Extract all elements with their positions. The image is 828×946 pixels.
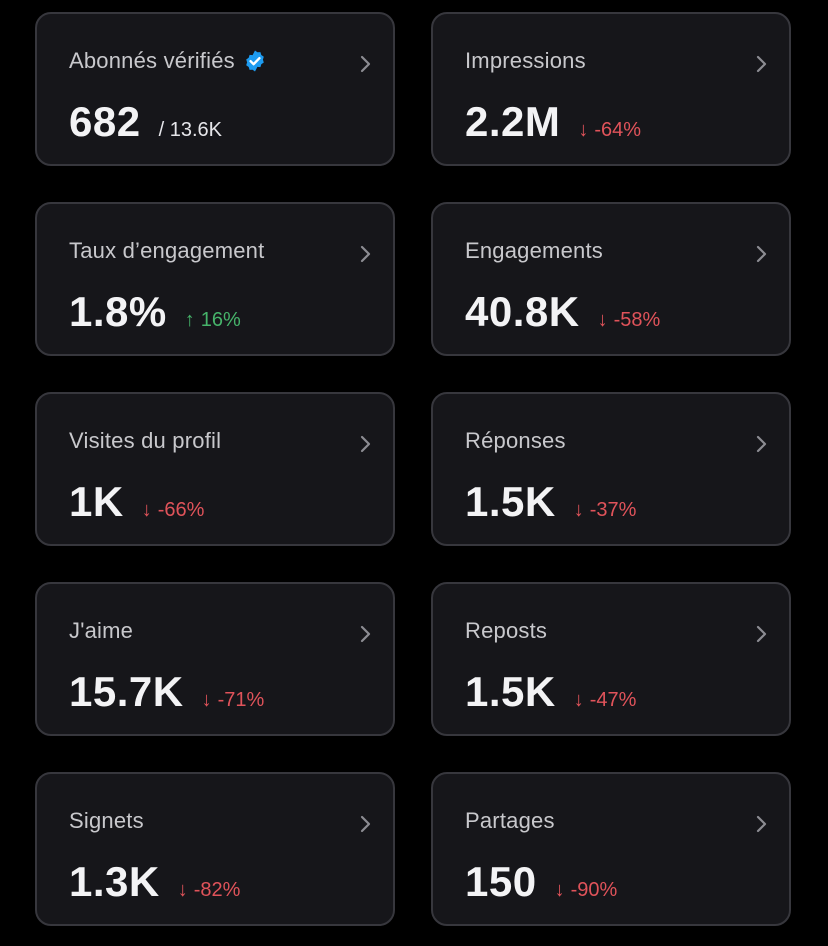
card-label: Réponses [465, 428, 566, 453]
card-label-row: Impressions [465, 48, 586, 74]
card-label-row: Réponses [465, 428, 566, 454]
card-value-row: 1.5K ↓ -37% [465, 478, 636, 526]
card-delta-value: -64% [594, 119, 642, 141]
card-value-row: 15.7K ↓ -71% [69, 668, 264, 716]
card-label: Visites du profil [69, 428, 222, 453]
card-value: 682 [69, 98, 141, 145]
card-value-row: 1.3K ↓ -82% [69, 858, 240, 906]
chevron-right-icon[interactable] [755, 624, 769, 644]
card-label-row: Signets [69, 808, 144, 834]
card-value-row: 682 / 13.6K [69, 98, 222, 146]
card-label: J'aime [69, 618, 134, 643]
chevron-right-icon[interactable] [359, 624, 373, 644]
card-delta: ↓ -37% [574, 499, 637, 522]
card-label: Abonnés vérifiés [69, 48, 235, 73]
card-label: Impressions [465, 48, 586, 73]
card-value: 1.5K [465, 668, 556, 715]
card-impressions[interactable]: Impressions 2.2M ↓ -64% [431, 12, 791, 166]
arrow-down-icon: ↓ [554, 879, 565, 901]
card-label-row: Abonnés vérifiés [69, 48, 267, 74]
arrow-down-icon: ↓ [177, 879, 188, 901]
chevron-right-icon[interactable] [359, 244, 373, 264]
card-label: Signets [69, 808, 144, 833]
card-delta-value: -82% [193, 879, 241, 901]
chevron-right-icon[interactable] [755, 814, 769, 834]
card-value: 1.5K [465, 478, 556, 525]
card-label-row: Taux d’engagement [69, 238, 264, 264]
card-delta: ↓ -64% [578, 119, 641, 142]
card-delta-value: -58% [613, 309, 661, 331]
card-label-row: J'aime [69, 618, 133, 644]
arrow-down-icon: ↓ [201, 689, 212, 711]
card-delta-value: -47% [589, 689, 637, 711]
chevron-right-icon[interactable] [755, 434, 769, 454]
chevron-right-icon[interactable] [755, 54, 769, 74]
card-delta: ↓ -71% [202, 689, 265, 712]
card-likes[interactable]: J'aime 15.7K ↓ -71% [35, 582, 395, 736]
card-value: 15.7K [69, 668, 184, 715]
card-label: Engagements [465, 238, 603, 263]
card-engagement-rate[interactable]: Taux d’engagement 1.8% ↑ 16% [35, 202, 395, 356]
chevron-right-icon[interactable] [359, 814, 373, 834]
card-value-row: 1.5K ↓ -47% [465, 668, 636, 716]
card-value: 2.2M [465, 98, 561, 145]
card-value: 1.8% [69, 288, 167, 335]
card-value-row: 1K ↓ -66% [69, 478, 204, 526]
card-label: Partages [465, 808, 555, 833]
card-value: 1K [69, 478, 124, 525]
card-shares[interactable]: Partages 150 ↓ -90% [431, 772, 791, 926]
chevron-right-icon[interactable] [359, 54, 373, 74]
chevron-right-icon[interactable] [755, 244, 769, 264]
card-reposts[interactable]: Reposts 1.5K ↓ -47% [431, 582, 791, 736]
arrow-down-icon: ↓ [573, 689, 584, 711]
arrow-down-icon: ↓ [573, 499, 584, 521]
chevron-right-icon[interactable] [359, 434, 373, 454]
card-delta: ↓ -47% [574, 689, 637, 712]
card-bookmarks[interactable]: Signets 1.3K ↓ -82% [35, 772, 395, 926]
card-delta: ↓ -66% [142, 499, 205, 522]
card-delta-value: -66% [157, 499, 205, 521]
card-value-row: 2.2M ↓ -64% [465, 98, 641, 146]
card-delta-value: 16% [200, 309, 241, 331]
verified-badge-icon [246, 50, 264, 72]
card-delta: ↓ -82% [178, 879, 241, 902]
card-delta: ↓ -90% [555, 879, 618, 902]
card-delta: ↓ -58% [598, 309, 661, 332]
card-value: 40.8K [465, 288, 580, 335]
arrow-down-icon: ↓ [141, 499, 152, 521]
card-label-row: Visites du profil [69, 428, 221, 454]
card-verified-followers[interactable]: Abonnés vérifiés 682 / 13.6K [35, 12, 395, 166]
card-value-row: 150 ↓ -90% [465, 858, 617, 906]
card-value: 150 [465, 858, 537, 905]
card-profile-visits[interactable]: Visites du profil 1K ↓ -66% [35, 392, 395, 546]
card-value-row: 40.8K ↓ -58% [465, 288, 660, 336]
arrow-down-icon: ↓ [597, 309, 608, 331]
card-delta-value: -90% [570, 879, 618, 901]
card-label-row: Reposts [465, 618, 547, 644]
arrow-down-icon: ↓ [578, 119, 589, 141]
card-value-row: 1.8% ↑ 16% [69, 288, 241, 336]
card-replies[interactable]: Réponses 1.5K ↓ -37% [431, 392, 791, 546]
card-delta: ↑ 16% [185, 309, 241, 332]
card-label-row: Engagements [465, 238, 603, 264]
arrow-up-icon: ↑ [184, 309, 195, 331]
card-engagements[interactable]: Engagements 40.8K ↓ -58% [431, 202, 791, 356]
card-label: Reposts [465, 618, 548, 643]
card-total: / 13.6K [158, 119, 222, 141]
card-value: 1.3K [69, 858, 160, 905]
card-delta-value: -71% [217, 689, 265, 711]
card-delta-value: -37% [589, 499, 637, 521]
card-label: Taux d’engagement [69, 238, 265, 263]
card-label-row: Partages [465, 808, 555, 834]
